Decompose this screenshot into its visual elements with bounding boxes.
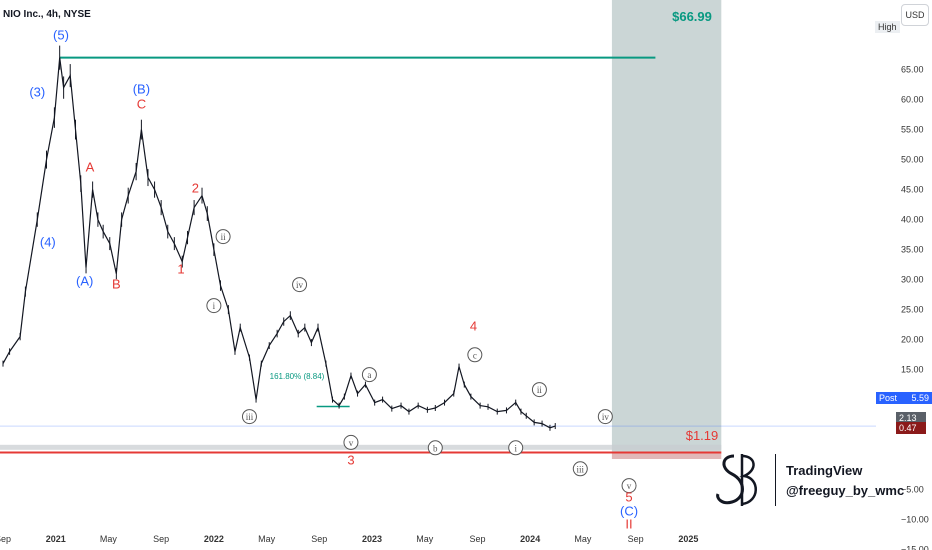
wave-label-14: a bbox=[367, 370, 371, 380]
wave-label-0: (5) bbox=[53, 28, 69, 43]
wave-label-23: iv bbox=[602, 412, 610, 422]
wave-circle-24 bbox=[621, 478, 637, 494]
wave-circle-12 bbox=[241, 409, 257, 425]
y-tick-16: −15.00 bbox=[901, 545, 929, 550]
wave-label-2: (4) bbox=[40, 235, 56, 250]
wave-label-11: i bbox=[213, 301, 216, 311]
chart-title: NIO Inc., 4h, NYSE bbox=[3, 9, 91, 20]
wave-circle-17 bbox=[427, 440, 443, 456]
x-tick-9: Sep bbox=[469, 534, 485, 544]
x-tick-8: May bbox=[416, 534, 434, 544]
wave-label-3: (A) bbox=[76, 274, 93, 289]
wave-label-1: (3) bbox=[29, 85, 45, 100]
y-tick-10: 15.00 bbox=[901, 365, 924, 375]
wave-label-8: 2 bbox=[192, 181, 199, 196]
post-value: 5.59 bbox=[911, 393, 929, 403]
wave-label-27: II bbox=[625, 517, 632, 532]
watermark-handle: @freeguy_by_wmc bbox=[786, 483, 905, 498]
post-price-badge: Post 5.59 bbox=[876, 392, 932, 404]
wave-label-4: A bbox=[86, 160, 95, 175]
x-tick-5: May bbox=[258, 534, 276, 544]
wave-label-15: v bbox=[349, 438, 354, 448]
wave-label-9: 1 bbox=[177, 262, 184, 277]
high-price-label: High bbox=[875, 21, 900, 33]
x-tick-2: May bbox=[100, 534, 118, 544]
watermark-divider bbox=[775, 454, 776, 506]
y-tick-2: 55.00 bbox=[901, 125, 924, 135]
x-tick-7: 2023 bbox=[362, 534, 382, 544]
wave-circle-19 bbox=[467, 347, 483, 363]
wave-label-26: (C) bbox=[620, 503, 638, 518]
target-zone-layer bbox=[0, 0, 722, 459]
y-tick-7: 30.00 bbox=[901, 275, 924, 285]
currency-button[interactable]: USD bbox=[901, 4, 929, 26]
x-tick-13: 2025 bbox=[678, 534, 698, 544]
price-badge-3: 0.47 bbox=[896, 422, 926, 434]
y-tick-15: −10.00 bbox=[901, 515, 929, 525]
x-tick-0: Sep bbox=[0, 534, 11, 544]
wave-label-5: (B) bbox=[133, 82, 150, 97]
x-tick-4: 2022 bbox=[204, 534, 224, 544]
wave-circle-10 bbox=[215, 229, 231, 245]
target-zone-low-band bbox=[611, 452, 722, 459]
wave-circle-23 bbox=[597, 409, 613, 425]
x-tick-11: May bbox=[574, 534, 592, 544]
wave-label-25: 5 bbox=[625, 490, 632, 505]
wave-label-17: b bbox=[433, 443, 438, 453]
price-badge-2: 2.13 bbox=[896, 412, 926, 424]
support-band bbox=[0, 444, 722, 450]
y-tick-5: 40.00 bbox=[901, 215, 924, 225]
price-series-layer bbox=[2, 45, 556, 431]
y-tick-14: −5.00 bbox=[901, 485, 924, 495]
wave-circle-21 bbox=[531, 382, 547, 398]
x-tick-6: Sep bbox=[311, 534, 327, 544]
wave-circle-22 bbox=[572, 461, 588, 477]
watermark-brand: TradingView bbox=[786, 463, 863, 478]
x-tick-12: Sep bbox=[628, 534, 644, 544]
wave-label-21: ii bbox=[537, 385, 543, 395]
target-high-label: $66.99 bbox=[672, 9, 712, 24]
y-tick-9: 20.00 bbox=[901, 335, 924, 345]
wave-label-13: iv bbox=[296, 280, 304, 290]
wave-label-10: ii bbox=[221, 232, 227, 242]
wave-label-22: iii bbox=[577, 464, 585, 474]
target-zone-box bbox=[611, 0, 722, 453]
y-tick-4: 45.00 bbox=[901, 185, 924, 195]
post-label: Post bbox=[879, 393, 898, 403]
wave-label-7: B bbox=[112, 277, 121, 292]
y-tick-0: 65.00 bbox=[901, 65, 924, 75]
wave-circle-11 bbox=[206, 298, 222, 314]
x-tick-3: Sep bbox=[153, 534, 169, 544]
wave-circle-15 bbox=[343, 434, 359, 450]
wave-circle-20 bbox=[508, 440, 524, 456]
wave-label-24: v bbox=[627, 481, 632, 491]
wave-labels-layer: (5)(3)(4)(A)A(B)CB21iiiiiiivav3b4ciiiiii… bbox=[29, 28, 638, 532]
wave-label-16: 3 bbox=[347, 452, 354, 467]
y-tick-1: 60.00 bbox=[901, 95, 924, 105]
target-low-label: $1.19 bbox=[686, 428, 719, 443]
x-tick-10: 2024 bbox=[520, 534, 540, 544]
sb-logo-icon bbox=[716, 454, 757, 506]
y-tick-6: 35.00 bbox=[901, 245, 924, 255]
wave-label-12: iii bbox=[246, 412, 254, 422]
x-tick-1: 2021 bbox=[46, 534, 66, 544]
wave-circle-14 bbox=[361, 367, 377, 383]
wave-label-6: C bbox=[137, 97, 146, 112]
y-tick-3: 50.00 bbox=[901, 155, 924, 165]
watermark: TradingView @freeguy_by_wmc bbox=[712, 450, 912, 512]
x-axis: Sep 2021 May Sep 2022 May Sep 2023 May Sep 2024 May… bbox=[0, 534, 698, 544]
wave-label-18: 4 bbox=[470, 319, 477, 334]
fib-label: 161.80% (8.84) bbox=[270, 372, 325, 381]
y-tick-8: 25.00 bbox=[901, 305, 924, 315]
horizontal-lines-layer bbox=[0, 56, 876, 454]
wave-circle-13 bbox=[292, 277, 308, 293]
wave-label-20: i bbox=[514, 443, 517, 453]
wave-label-19: c bbox=[473, 350, 477, 360]
